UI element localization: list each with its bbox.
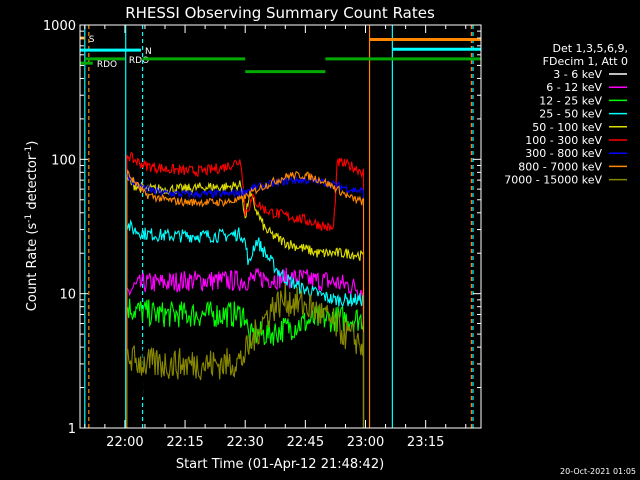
series-line-2 <box>126 298 365 428</box>
series-line-1 <box>126 267 365 428</box>
legend: Det 1,3,5,6,9,FDecim 1, Att 03 - 6 keV6 … <box>504 42 628 187</box>
annotation-label: N <box>145 47 152 57</box>
y-tick-label: 1 <box>68 422 76 437</box>
x-tick-label: 23:00 <box>347 435 384 450</box>
legend-entry: 12 - 25 keV <box>539 94 602 107</box>
legend-entry: 3 - 6 keV <box>553 68 602 81</box>
legend-entry: 50 - 100 keV <box>532 121 602 134</box>
y-axis-label: Count Rate (s-1 detector-1) <box>24 141 40 312</box>
series-lines <box>126 151 365 428</box>
x-axis-label: Start Time (01-Apr-12 21:48:42) <box>176 457 384 472</box>
legend-entry: 300 - 800 keV <box>525 147 602 160</box>
annotation-label: RDO <box>97 60 117 70</box>
y-tick-label: 10 <box>59 288 76 303</box>
x-tick-label: 22:15 <box>166 435 203 450</box>
footer-timestamp: 20-Oct-2021 01:05 <box>560 467 636 476</box>
series-line-0 <box>126 266 365 428</box>
x-tick-label: 22:30 <box>226 435 263 450</box>
y-tick-label: 100 <box>51 153 76 168</box>
legend-entry: 100 - 300 keV <box>525 134 602 147</box>
legend-entry: 25 - 50 keV <box>539 108 602 121</box>
x-tick-label: 22:45 <box>287 435 324 450</box>
legend-header: Det 1,3,5,6,9, <box>552 42 628 55</box>
legend-entry: 6 - 12 keV <box>546 81 602 94</box>
x-tick-label: 22:00 <box>106 435 143 450</box>
series-line-3 <box>126 219 365 428</box>
legend-entry: 7000 - 15000 keV <box>504 174 602 187</box>
axes: 1 10 100 1000 22:00 22:15 22:30 22:45 23:00 23:15 <box>43 19 482 450</box>
series-line-8 <box>126 283 365 428</box>
x-tick-label: 23:15 <box>407 435 444 450</box>
series-line-5 <box>126 151 365 428</box>
annotation-label: RDO <box>129 56 149 66</box>
legend-header: FDecim 1, Att 0 <box>543 55 628 68</box>
legend-entry: 800 - 7000 keV <box>518 160 602 173</box>
series-line-6 <box>126 172 365 428</box>
y-tick-label: 1000 <box>43 19 76 34</box>
annotation-label: S <box>89 35 95 45</box>
chart-title: RHESSI Observing Summary Count Rates <box>125 4 435 22</box>
plot-frame <box>79 24 482 429</box>
series-line-7 <box>126 169 365 428</box>
